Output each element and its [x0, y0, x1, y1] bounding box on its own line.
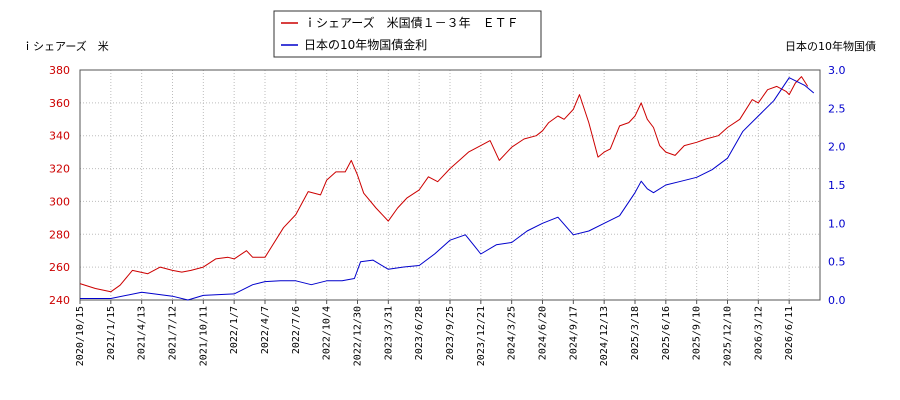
- left-tick-label: 260: [49, 261, 70, 274]
- right-tick-label: 2.5: [828, 102, 846, 115]
- x-tick-label: 2023/9/25: [445, 306, 456, 360]
- series-layer: [79, 76, 815, 301]
- x-tick-label: 2023/3/31: [383, 306, 394, 360]
- left-tick-label: 280: [49, 228, 70, 241]
- x-tick-label: 2024/6/20: [538, 306, 549, 360]
- right-axis-title: 日本の10年物国債: [785, 39, 876, 53]
- x-tick-label: 2022/1/7: [229, 306, 240, 354]
- legend-label-jgb: 日本の10年物国債金利: [304, 37, 427, 52]
- left-tick-label: 360: [49, 97, 70, 110]
- left-axis-title: ｉシェアーズ 米: [22, 39, 109, 53]
- x-tick-label: 2024/12/13: [599, 306, 610, 366]
- right-tick-label: 1.5: [828, 179, 846, 192]
- x-tick-label: 2021/1/15: [106, 306, 117, 360]
- x-tick-label: 2023/6/28: [414, 306, 425, 360]
- left-tick-label: 320: [49, 163, 70, 176]
- left-tick-label: 380: [49, 64, 70, 77]
- x-tick-label: 2021/7/12: [168, 306, 179, 360]
- x-tick-label: 2024/9/17: [568, 306, 579, 360]
- x-tick-label: 2022/4/7: [260, 306, 271, 354]
- x-axis-ticks: 2020/10/15 2021/1/15 2021/4/13 2021/7/12 202…: [75, 300, 795, 366]
- series-line-jgb: [80, 77, 815, 301]
- legend: ｉシェアーズ 米国債１－３年 ＥＴＦ 日本の10年物国債金利: [273, 10, 542, 58]
- right-axis-ticks: 0.0 0.5 1.0 1.5 2.0 2.5 3.0: [828, 64, 846, 307]
- x-tick-label: 2024/3/25: [507, 306, 518, 360]
- left-tick-label: 240: [49, 294, 70, 307]
- left-tick-label: 300: [49, 195, 70, 208]
- right-tick-label: 2.0: [828, 141, 846, 154]
- left-tick-label: 340: [49, 130, 70, 143]
- x-tick-label: 2025/6/16: [661, 306, 672, 360]
- x-tick-label: 2021/10/11: [198, 306, 209, 366]
- grid: [79, 69, 820, 301]
- legend-label-etf: ｉシェアーズ 米国債１－３年 ＥＴＦ: [304, 15, 519, 30]
- x-tick-label: 2022/12/30: [353, 306, 364, 366]
- x-tick-label: 2025/3/18: [630, 306, 641, 360]
- left-axis-ticks: 240 260 280 300 320 340 360 380: [49, 64, 70, 307]
- right-tick-label: 0.0: [828, 294, 846, 307]
- x-tick-label: 2025/9/10: [692, 306, 703, 360]
- legend-box: [273, 10, 542, 58]
- x-tick-label: 2026/6/11: [784, 306, 795, 360]
- x-tick-label: 2023/12/21: [476, 306, 487, 366]
- right-tick-label: 3.0: [828, 64, 846, 77]
- x-tick-label: 2022/10/4: [322, 306, 333, 360]
- series-line-etf: [79, 76, 809, 293]
- x-tick-label: 2026/3/12: [753, 306, 764, 360]
- x-tick-label: 2021/4/13: [137, 306, 148, 360]
- x-tick-label: 2020/10/15: [75, 306, 86, 366]
- x-tick-label: 2025/12/10: [723, 306, 734, 366]
- x-tick-label: 2022/7/6: [291, 306, 302, 354]
- right-tick-label: 1.0: [828, 217, 846, 230]
- right-tick-label: 0.5: [828, 256, 846, 269]
